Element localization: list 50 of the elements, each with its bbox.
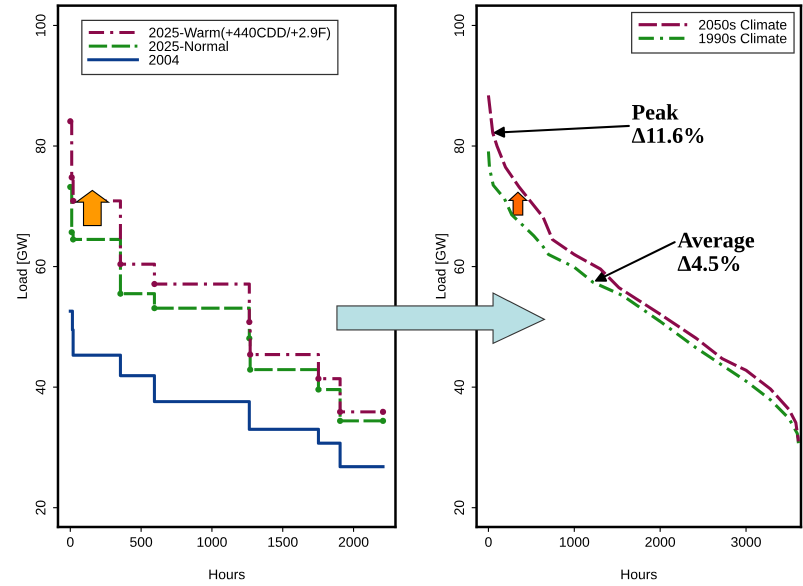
point	[336, 408, 344, 415]
point	[380, 418, 386, 424]
x-tick-label: 500	[130, 537, 152, 547]
x-tick-label: 1000	[560, 537, 590, 547]
point	[315, 376, 322, 382]
point	[315, 386, 322, 393]
y-tick-label: 80	[36, 138, 46, 154]
y-tick-label: 60	[36, 259, 46, 274]
y-tick-label: 20	[454, 500, 464, 515]
point	[70, 198, 76, 204]
point	[247, 351, 254, 358]
point	[117, 261, 124, 268]
x-tick-label: 2000	[338, 537, 368, 547]
y-tick-label: 60	[454, 259, 464, 274]
point	[151, 305, 158, 312]
y-axis-title: Load [GW]	[16, 234, 30, 298]
y-axis-title: Load [GW]	[435, 234, 448, 298]
x-tick-label: 0	[66, 537, 74, 547]
x-tick-label: 1000	[198, 537, 227, 547]
x-tick-label: 1500	[268, 537, 298, 547]
annotation: Average Δ4.5%	[678, 232, 754, 272]
line-series	[486, 150, 800, 445]
y-tick-label: 80	[454, 138, 464, 154]
annotation: Peak Δ11.6%	[632, 104, 704, 144]
point	[67, 118, 74, 124]
point	[380, 408, 386, 415]
y-tick-label: 100	[454, 14, 464, 36]
point	[247, 366, 254, 373]
point	[151, 280, 158, 288]
point	[246, 318, 252, 326]
legend-label: 2050s Climate	[699, 19, 786, 30]
x-tick-label: 0	[485, 537, 492, 547]
line-series	[486, 94, 800, 443]
y-tick-label: 100	[36, 14, 46, 36]
legend-label: 1990s Climate	[699, 33, 786, 44]
legend-label: 2025-Warm(+440CDD/+2.9F)	[149, 27, 330, 40]
legend-label: 2004	[149, 54, 179, 65]
point	[68, 174, 75, 180]
point	[336, 418, 344, 424]
x-axis-title: Hours	[209, 570, 245, 580]
x-axis-title: Hours	[621, 570, 657, 580]
point	[68, 229, 75, 236]
x-tick-label: 2000	[645, 537, 676, 547]
y-tick-label: 20	[36, 500, 46, 515]
point	[70, 236, 76, 243]
legend-label: 2025-Normal	[149, 40, 228, 52]
point	[117, 290, 124, 297]
y-tick-label: 40	[454, 380, 464, 395]
y-tick-label: 40	[36, 380, 46, 395]
x-tick-label: 3000	[731, 537, 761, 547]
